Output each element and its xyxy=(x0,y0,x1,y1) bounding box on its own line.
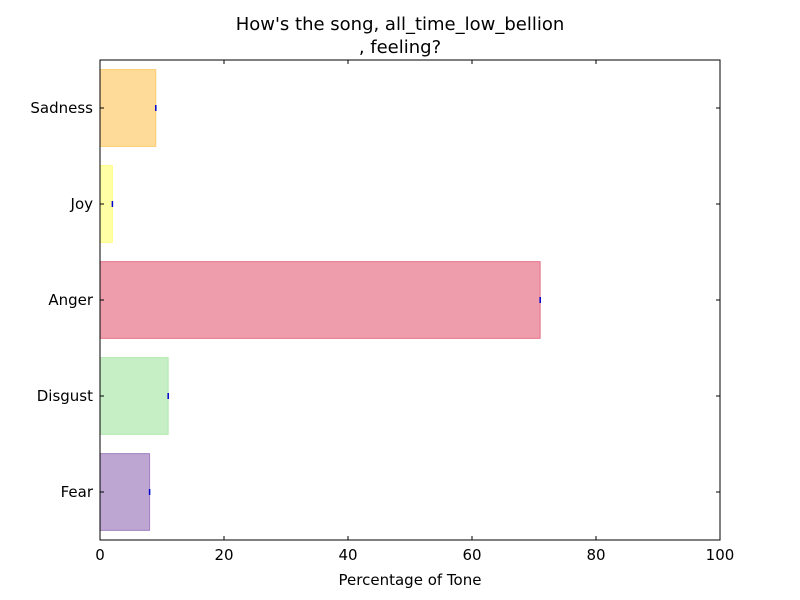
y-tick-label-anger: Anger xyxy=(48,291,94,309)
chart-title-line-1: How's the song, all_time_low_bellion xyxy=(235,14,565,35)
bar-anger xyxy=(99,261,541,339)
y-tick-label-fear: Fear xyxy=(61,483,94,501)
x-tick-label: 40 xyxy=(338,546,357,564)
x-axis-label: Percentage of Tone xyxy=(339,571,482,589)
chart-title-line-2: , feeling? xyxy=(358,37,442,58)
x-axis-ticks: 0 20 40 60 80 100 xyxy=(95,60,734,564)
bars-group xyxy=(99,69,541,531)
y-tick-label-joy: Joy xyxy=(70,195,94,213)
y-tick-label-sadness: Sadness xyxy=(30,99,93,117)
x-tick-label: 80 xyxy=(586,546,605,564)
y-tick-label-disgust: Disgust xyxy=(37,387,93,405)
bar-fear xyxy=(99,453,151,531)
bar-disgust xyxy=(99,357,169,435)
y-axis-ticks: Fear Disgust Anger Joy Sadness xyxy=(30,99,720,501)
x-tick-label: 60 xyxy=(462,546,481,564)
bar-sadness xyxy=(99,69,157,147)
x-tick-label: 100 xyxy=(706,546,735,564)
x-tick-label: 0 xyxy=(95,546,105,564)
x-tick-label: 20 xyxy=(214,546,233,564)
